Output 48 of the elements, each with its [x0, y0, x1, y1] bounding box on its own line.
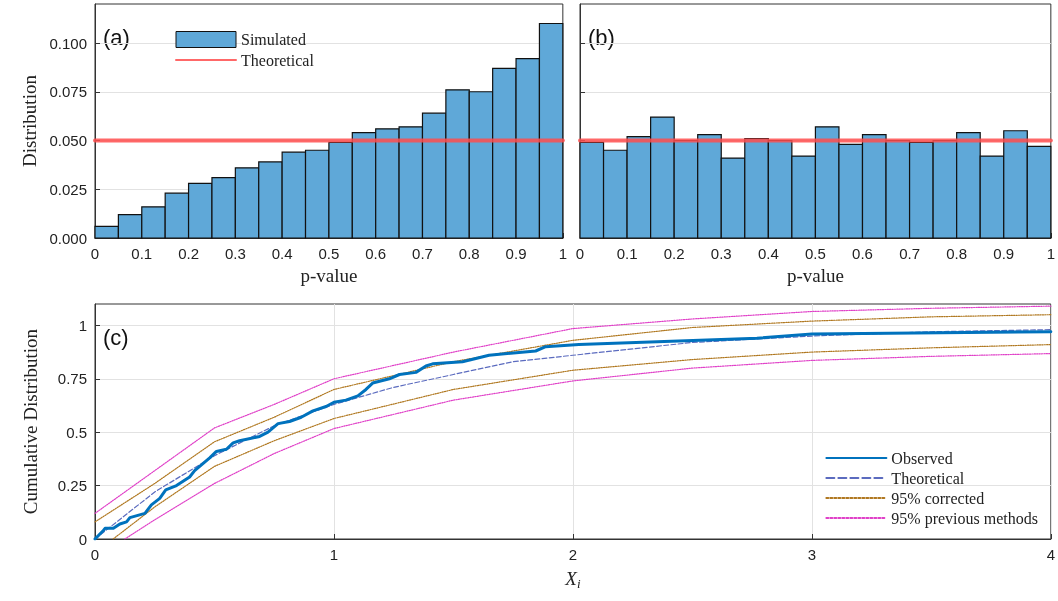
x-tick-label: 0.3	[224, 245, 246, 262]
y-axis-title: Cumulative Distribution	[20, 328, 41, 515]
x-tick-label: 0.8	[458, 245, 480, 262]
x-tick-label: 0.9	[505, 245, 527, 262]
x-tick-label: 0	[90, 245, 100, 262]
y-tick-label: 0.075	[49, 83, 87, 101]
x-tick-label: 0.2	[663, 245, 685, 262]
x-tick-label: 0	[575, 245, 585, 262]
y-tick-label: 0.25	[57, 477, 87, 495]
y-axis-title: Distribution	[18, 74, 40, 167]
y-tick-label: 1	[78, 316, 87, 334]
x-tick-label: 0.5	[318, 245, 340, 262]
y-tick-label: 0.100	[49, 34, 87, 52]
y-tick-label: 0.75	[57, 370, 87, 388]
x-tick-label: 0.1	[131, 245, 153, 262]
x-tick-label: 0.9	[993, 245, 1015, 262]
legend-label: Theoretical	[891, 469, 965, 487]
y-tick-label: 0.000	[49, 229, 87, 247]
annotation: (c)	[103, 324, 129, 350]
legend-label: Theoretical	[241, 51, 315, 69]
x-tick-label: 0.6	[365, 245, 387, 262]
y-tick-label: 0.025	[49, 180, 87, 198]
x-tick-label: 0.7	[899, 245, 921, 262]
legend-label: 95% previous methods	[891, 509, 1039, 528]
x-tick-label: 0.2	[178, 245, 199, 262]
legend-label: 95% corrected	[891, 489, 985, 507]
y-tick-label: 0.050	[49, 132, 87, 149]
x-tick-label: 1	[1046, 245, 1055, 262]
x-tick-label: 0.3	[710, 245, 732, 262]
x-tick-label: 4	[1046, 546, 1055, 563]
x-axis-title: p-value	[786, 265, 844, 286]
x-tick-label: 0.5	[804, 245, 826, 262]
x-tick-label: 0.6	[852, 245, 873, 262]
legend-label: Simulated	[241, 31, 306, 48]
legend-label: Observed	[891, 449, 953, 467]
x-tick-label: 1	[558, 245, 567, 262]
x-tick-label: 0.7	[412, 245, 433, 262]
x-tick-label: 2	[568, 546, 578, 563]
x-axis-title: p-value	[300, 265, 358, 286]
x-tick-label: 0	[90, 546, 100, 563]
x-tick-label: 0.4	[271, 245, 293, 262]
x-tick-label: 0.1	[616, 245, 638, 262]
y-tick-label: 0	[78, 530, 87, 548]
x-tick-label: 0.8	[946, 245, 968, 262]
y-tick-label: 0.5	[66, 423, 87, 441]
x-tick-label: 0.4	[757, 245, 779, 262]
x-tick-label: 3	[807, 546, 817, 563]
x-tick-label: 1	[329, 546, 339, 563]
